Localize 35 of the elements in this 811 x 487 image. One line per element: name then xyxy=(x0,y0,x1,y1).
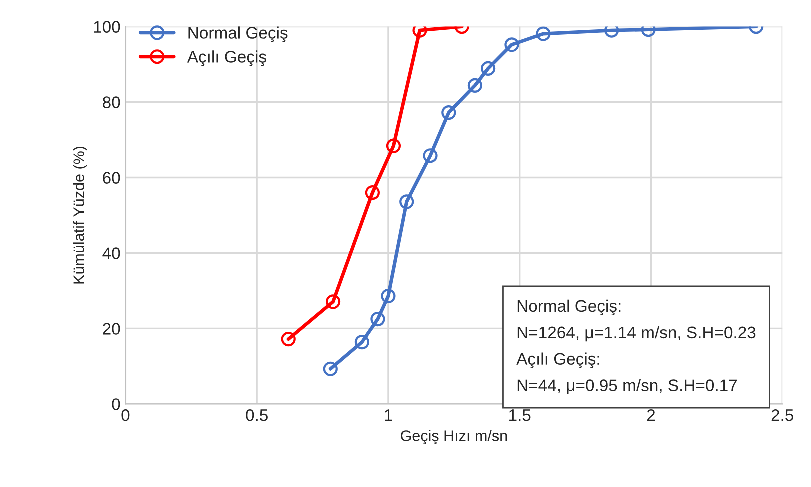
x-axis-title: Geçiş Hızı m/sn xyxy=(401,430,508,444)
legend-label: Açılı Geçiş xyxy=(187,50,266,66)
point xyxy=(468,78,482,93)
y-tick-label: 100 xyxy=(94,21,120,33)
point xyxy=(386,138,402,154)
point xyxy=(365,186,380,200)
point xyxy=(326,294,341,310)
point xyxy=(323,362,338,376)
point xyxy=(370,312,386,327)
annotation: Normal Geçiş: xyxy=(518,300,621,316)
annotation: N=44, μ=0.95 m/sn, S.H=0.17 xyxy=(518,379,738,395)
point xyxy=(442,106,456,120)
y-axis-title: Kümülatif Yüzde (%) xyxy=(73,146,88,284)
x-tick-label: 1.5 xyxy=(510,410,531,422)
y-tick-label: 20 xyxy=(103,323,120,335)
y-tick-label: 0 xyxy=(112,398,120,410)
x-tick-label: 2.5 xyxy=(772,410,794,422)
x-tick-label: 2 xyxy=(647,410,656,422)
point xyxy=(481,61,496,76)
annotation: Açılı Geçiş: xyxy=(516,352,600,368)
y-tick-label: 40 xyxy=(102,248,120,260)
point xyxy=(400,194,414,210)
point xyxy=(281,332,296,347)
point xyxy=(423,148,438,164)
annotation: N=1264, μ=1.14 m/sn, S.H=0.23 xyxy=(518,326,756,342)
point xyxy=(381,288,396,304)
point xyxy=(504,38,520,52)
x-tick-label: 1 xyxy=(385,410,392,422)
y-tick-label: 80 xyxy=(103,96,120,108)
point xyxy=(354,335,370,350)
x-tick-label: 0 xyxy=(122,410,130,422)
y-tick-label: 60 xyxy=(103,172,120,184)
legend-label: Normal Geçiş xyxy=(188,26,288,42)
point xyxy=(536,26,551,42)
x-tick-label: 0.5 xyxy=(246,410,268,422)
